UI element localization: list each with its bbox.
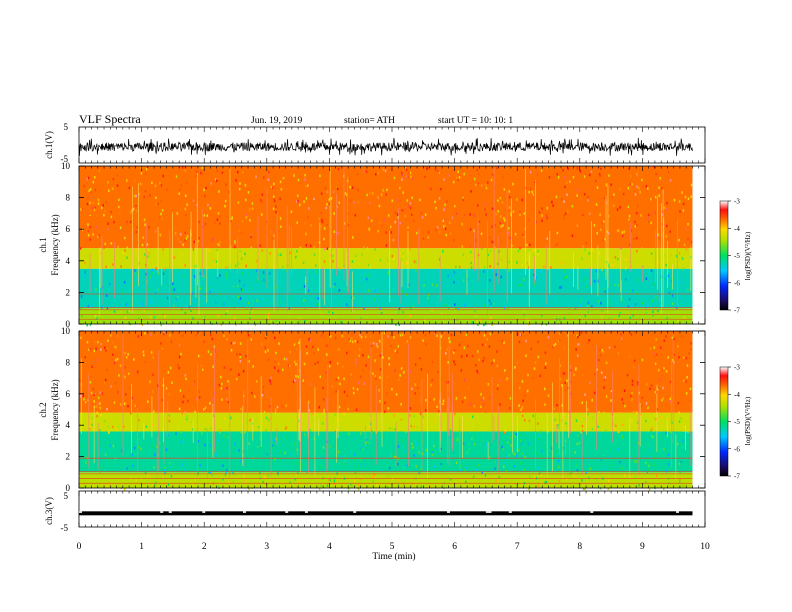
ch3-ytick-top: 5 [64, 491, 69, 501]
frequency-tick-label: 0 [66, 483, 71, 493]
spectrogram-texture [79, 166, 693, 327]
ch2-spectrogram-panel: 10 8 6 4 2 0 ch.2 Frequency (kHz) [38, 326, 706, 493]
frequency-tick-label: 4 [66, 256, 71, 266]
time-tick-label: 9 [640, 542, 645, 552]
ch2-channel-label: ch.2 [38, 402, 48, 417]
frequency-tick-label: 6 [66, 224, 71, 234]
colorbar-tick-label: -3 [734, 198, 740, 206]
frequency-tick-label: 4 [66, 420, 71, 430]
frequency-tick-label: 2 [66, 452, 71, 462]
time-tick-label: 6 [452, 542, 457, 552]
time-tick-label: 4 [327, 542, 332, 552]
spectrogram-texture [79, 331, 693, 491]
ch1-ytick-bottom: -5 [61, 154, 69, 164]
colorbar-tick-label: -4 [734, 391, 740, 399]
ch1-colorbar-scale [720, 201, 728, 310]
frequency-tick-label: 2 [66, 287, 71, 297]
frequency-tick-label: 8 [66, 193, 71, 203]
colorbar-tick-label: -5 [734, 252, 740, 260]
time-tick-label: 2 [202, 542, 207, 552]
spectrogram-band [79, 331, 693, 413]
colorbar-tick-label: -6 [734, 445, 740, 453]
ch1-channel-label: ch.1 [38, 237, 48, 252]
time-tick-label: 10 [700, 542, 710, 552]
frequency-tick-label: 6 [66, 389, 71, 399]
frequency-tick-label: 10 [61, 161, 71, 171]
colorbar-tick-label: -5 [734, 418, 740, 426]
ch2-colorbar: -3 -4 -5 -6 -7 log(PSD)(V²/Hz) [719, 364, 752, 481]
time-xlabel: Time (min) [372, 551, 415, 562]
ch3-waveform-panel: 5 -5 ch.3(V) 0 1 2 3 4 5 6 7 8 9 10 Time (min) [44, 127, 710, 562]
ch1-ytick-top: 5 [64, 122, 69, 132]
spectrogram-band [79, 308, 693, 324]
colorbar-tick-label: -7 [734, 307, 740, 315]
colorbar-tick-label: -7 [734, 473, 740, 481]
ch1-colorbar: -3 -4 -5 -6 -7 log(PSD)(V²/Hz) [719, 198, 752, 315]
station-label: station= ATH [344, 116, 395, 126]
ch2-frequency-ylabel: Frequency (kHz) [50, 379, 60, 440]
ch2-colorbar-scale [720, 367, 728, 476]
spectrogram-band [79, 248, 693, 269]
ch1-waveform-trace [78, 137, 693, 156]
ch1-frequency-ylabel: Frequency (kHz) [50, 214, 60, 275]
frequency-tick-label: 0 [66, 319, 71, 329]
frequency-tick-label: 8 [66, 357, 71, 367]
ch1-colorbar-label: log(PSD)(V²/Hz) [744, 231, 752, 280]
time-tick-label: 0 [77, 542, 82, 552]
colorbar-tick-label: -3 [734, 364, 740, 372]
spectrogram-band [79, 268, 693, 309]
colorbar-tick-label: -6 [734, 279, 740, 287]
date-label: Jun. 19, 2019 [251, 116, 302, 126]
time-tick-label: 1 [139, 542, 144, 552]
time-tick-label: 8 [577, 542, 582, 552]
ch2-colorbar-label: log(PSD)(V²/Hz) [744, 396, 752, 445]
ch3-voltage-ylabel: ch.3(V) [44, 497, 54, 525]
ch1-waveform-panel: 5 -5 ch.1(V) [44, 122, 706, 164]
ch3-waveform-trace [79, 511, 693, 516]
ch3-ytick-bottom: -5 [61, 523, 69, 533]
spectrogram-band [79, 166, 693, 249]
frequency-tick-label: 10 [61, 326, 71, 336]
ch3-waveform-frame [78, 490, 706, 528]
time-tick-label: 7 [515, 542, 520, 552]
ch1-spectrogram-panel: 10 8 6 4 2 0 ch.1 Frequency (kHz) [38, 161, 706, 329]
start-ut-label: start UT = 10: 10: 1 [438, 116, 513, 126]
spectrogram-band [79, 431, 693, 473]
figure-title: VLF Spectra [79, 112, 141, 126]
ch1-voltage-ylabel: ch.1(V) [44, 131, 54, 159]
ch1-spectrogram [79, 166, 693, 327]
time-tick-label: 5 [390, 542, 395, 552]
ch2-spectrogram [79, 331, 693, 491]
time-tick-label: 3 [264, 542, 269, 552]
colorbar-tick-label: -4 [734, 225, 740, 233]
spectrogram-band [79, 412, 693, 432]
